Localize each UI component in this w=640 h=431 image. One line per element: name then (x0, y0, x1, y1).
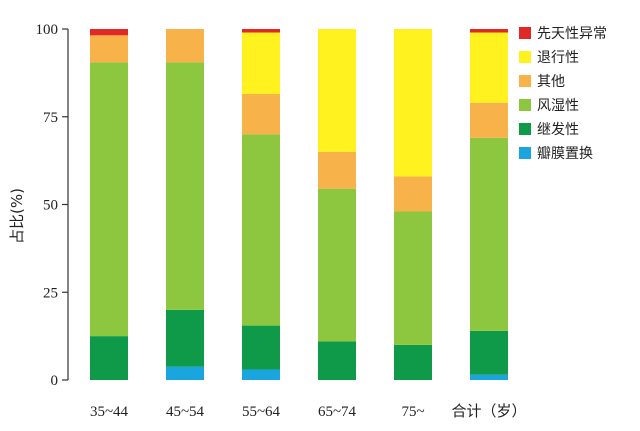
bar-segment (394, 29, 432, 177)
y-tick-label: 100 (36, 22, 59, 38)
x-tick-label: 55~64 (242, 404, 281, 420)
legend-label: 退行性 (537, 50, 579, 66)
bar-segment (470, 29, 508, 33)
bar-segment (318, 29, 356, 152)
x-tick-label: 75~ (401, 404, 424, 420)
legend-label: 继发性 (537, 122, 579, 138)
bar-segment (470, 374, 508, 380)
y-tick-label: 0 (51, 373, 59, 389)
bar-segment (394, 344, 432, 380)
x-tick-label: 45~54 (166, 404, 205, 420)
legend-swatch (519, 27, 531, 39)
bar-segment (90, 35, 128, 63)
bar-segment (90, 62, 128, 337)
legend-swatch (519, 147, 531, 159)
bar-segment (318, 151, 356, 189)
bar-segment (242, 93, 280, 135)
legend-swatch (519, 75, 531, 87)
legend-swatch (519, 51, 531, 63)
legend-label: 其他 (537, 74, 565, 90)
bar-segment (166, 366, 204, 380)
y-axis: 0 25 50 75 100 (36, 22, 69, 389)
legend-swatch (519, 123, 531, 135)
x-tick-label: 65~74 (318, 404, 357, 420)
bar-segment (242, 32, 280, 94)
legend-label: 瓣膜置换 (537, 145, 593, 162)
x-tick-label: 35~44 (90, 404, 129, 420)
bar-segment (394, 176, 432, 212)
bar-segment (394, 211, 432, 345)
bar-segment (90, 336, 128, 380)
bar-segment (90, 29, 128, 36)
y-tick-label: 75 (43, 110, 58, 126)
bar-segment (242, 134, 280, 326)
bar-segment (242, 29, 280, 33)
bar-segment (470, 32, 508, 103)
bar-segment (166, 309, 204, 367)
bar-segment (242, 369, 280, 380)
x-tick-label: 合计（岁） (451, 403, 526, 420)
y-tick-label: 50 (43, 198, 58, 214)
bar-segment (242, 325, 280, 370)
x-axis: 35~44 45~54 55~64 65~74 75~ 合计（岁） (90, 403, 527, 420)
bar-segment (166, 62, 204, 310)
y-axis-title: 占比(%) (8, 188, 26, 244)
y-tick-label: 25 (43, 285, 58, 301)
legend-label: 风湿性 (537, 98, 579, 114)
legend-swatch (519, 99, 531, 111)
bar-segment (318, 341, 356, 380)
bar-segment (470, 102, 508, 138)
bar-segment (166, 29, 204, 63)
bars (90, 29, 508, 380)
legend-label: 先天性异常 (537, 26, 607, 42)
bar-segment (318, 188, 356, 342)
bar-segment (470, 330, 508, 375)
bar-segment (470, 137, 508, 331)
